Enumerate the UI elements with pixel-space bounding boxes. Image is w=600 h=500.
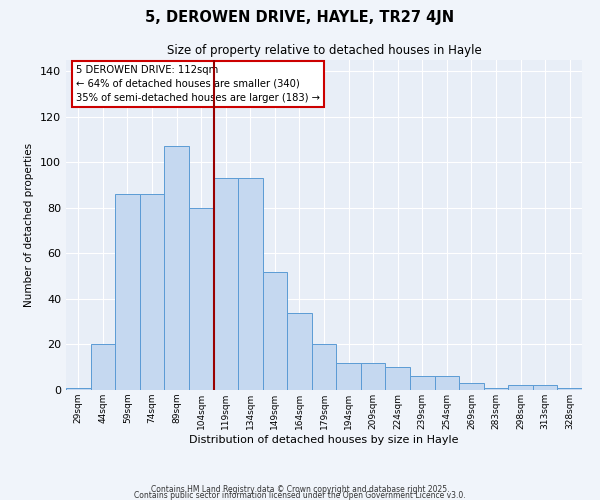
Bar <box>484 388 508 390</box>
Bar <box>385 367 410 390</box>
Bar <box>263 272 287 390</box>
Bar <box>557 388 582 390</box>
Bar <box>214 178 238 390</box>
Bar <box>459 383 484 390</box>
Bar <box>508 386 533 390</box>
Bar <box>434 376 459 390</box>
Bar <box>287 312 312 390</box>
Bar <box>164 146 189 390</box>
Bar <box>91 344 115 390</box>
Bar <box>189 208 214 390</box>
Bar <box>115 194 140 390</box>
Y-axis label: Number of detached properties: Number of detached properties <box>25 143 34 307</box>
Bar <box>66 388 91 390</box>
Bar <box>533 386 557 390</box>
Bar <box>140 194 164 390</box>
Bar <box>238 178 263 390</box>
Text: 5 DEROWEN DRIVE: 112sqm
← 64% of detached houses are smaller (340)
35% of semi-d: 5 DEROWEN DRIVE: 112sqm ← 64% of detache… <box>76 65 320 103</box>
Text: Contains public sector information licensed under the Open Government Licence v3: Contains public sector information licen… <box>134 490 466 500</box>
Bar <box>361 362 385 390</box>
Bar <box>410 376 434 390</box>
X-axis label: Distribution of detached houses by size in Hayle: Distribution of detached houses by size … <box>189 434 459 444</box>
Bar <box>312 344 336 390</box>
Title: Size of property relative to detached houses in Hayle: Size of property relative to detached ho… <box>167 44 481 58</box>
Text: Contains HM Land Registry data © Crown copyright and database right 2025.: Contains HM Land Registry data © Crown c… <box>151 484 449 494</box>
Text: 5, DEROWEN DRIVE, HAYLE, TR27 4JN: 5, DEROWEN DRIVE, HAYLE, TR27 4JN <box>145 10 455 25</box>
Bar <box>336 362 361 390</box>
